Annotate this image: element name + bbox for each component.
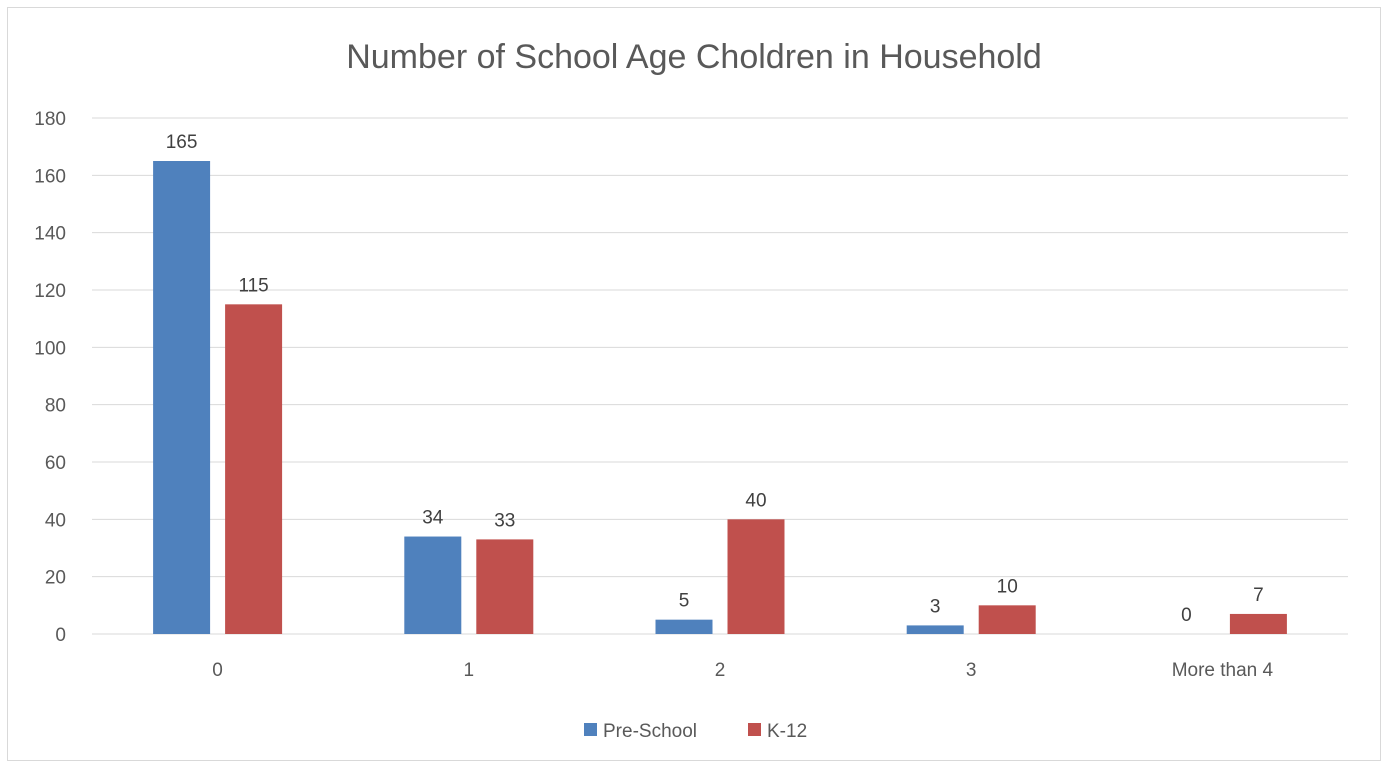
data-label: 7 — [1253, 585, 1264, 606]
y-tick-label: 0 — [55, 625, 66, 646]
legend: Pre-School K-12 — [584, 721, 807, 742]
x-tick-label: 1 — [464, 660, 475, 681]
y-tick-label: 80 — [45, 396, 66, 417]
y-tick-label: 120 — [34, 281, 66, 302]
data-label: 40 — [745, 490, 766, 511]
legend-swatch — [584, 723, 597, 736]
bar-pre-school-0 — [153, 161, 211, 634]
data-label: 10 — [997, 576, 1018, 597]
data-label: 165 — [166, 132, 198, 153]
legend-label: Pre-School — [603, 721, 697, 742]
y-tick-label: 20 — [45, 568, 66, 589]
bar-k-12-1 — [476, 539, 534, 634]
data-label: 34 — [422, 508, 444, 529]
data-label: 33 — [494, 510, 515, 531]
y-tick-label: 100 — [34, 338, 66, 359]
bars — [153, 161, 1287, 634]
bar-pre-school-1 — [404, 536, 462, 634]
bar-pre-school-3 — [906, 625, 964, 634]
y-tick-label: 180 — [34, 109, 66, 130]
gridlines — [92, 117, 1348, 635]
data-label: 3 — [930, 596, 941, 617]
y-tick-label: 140 — [34, 224, 66, 245]
chart-title: Number of School Age Choldren in Househo… — [346, 38, 1042, 76]
x-axis-ticks: 0 1 2 3 More than 4 — [212, 660, 1273, 681]
data-label: 5 — [679, 591, 690, 612]
bar-k-12-3 — [978, 605, 1036, 634]
bar-k-12-4 — [1229, 613, 1287, 634]
x-tick-label: 2 — [715, 660, 726, 681]
data-label: 115 — [238, 275, 268, 296]
data-label: 0 — [1181, 605, 1192, 626]
y-tick-label: 160 — [34, 166, 66, 187]
data-labels: 165 115 34 33 5 40 3 10 0 7 — [166, 132, 1264, 626]
x-tick-label: More than 4 — [1172, 660, 1274, 681]
bar-k-12-0 — [225, 304, 283, 634]
bar-pre-school-2 — [655, 619, 713, 634]
x-tick-label: 0 — [212, 660, 223, 681]
legend-label: K-12 — [767, 721, 807, 742]
y-axis-ticks: 0 20 40 60 80 100 120 140 160 180 — [34, 109, 66, 646]
legend-swatch — [748, 723, 761, 736]
y-tick-label: 60 — [45, 453, 66, 474]
x-tick-label: 3 — [966, 660, 977, 681]
bar-k-12-2 — [727, 519, 785, 634]
y-tick-label: 40 — [45, 510, 66, 531]
